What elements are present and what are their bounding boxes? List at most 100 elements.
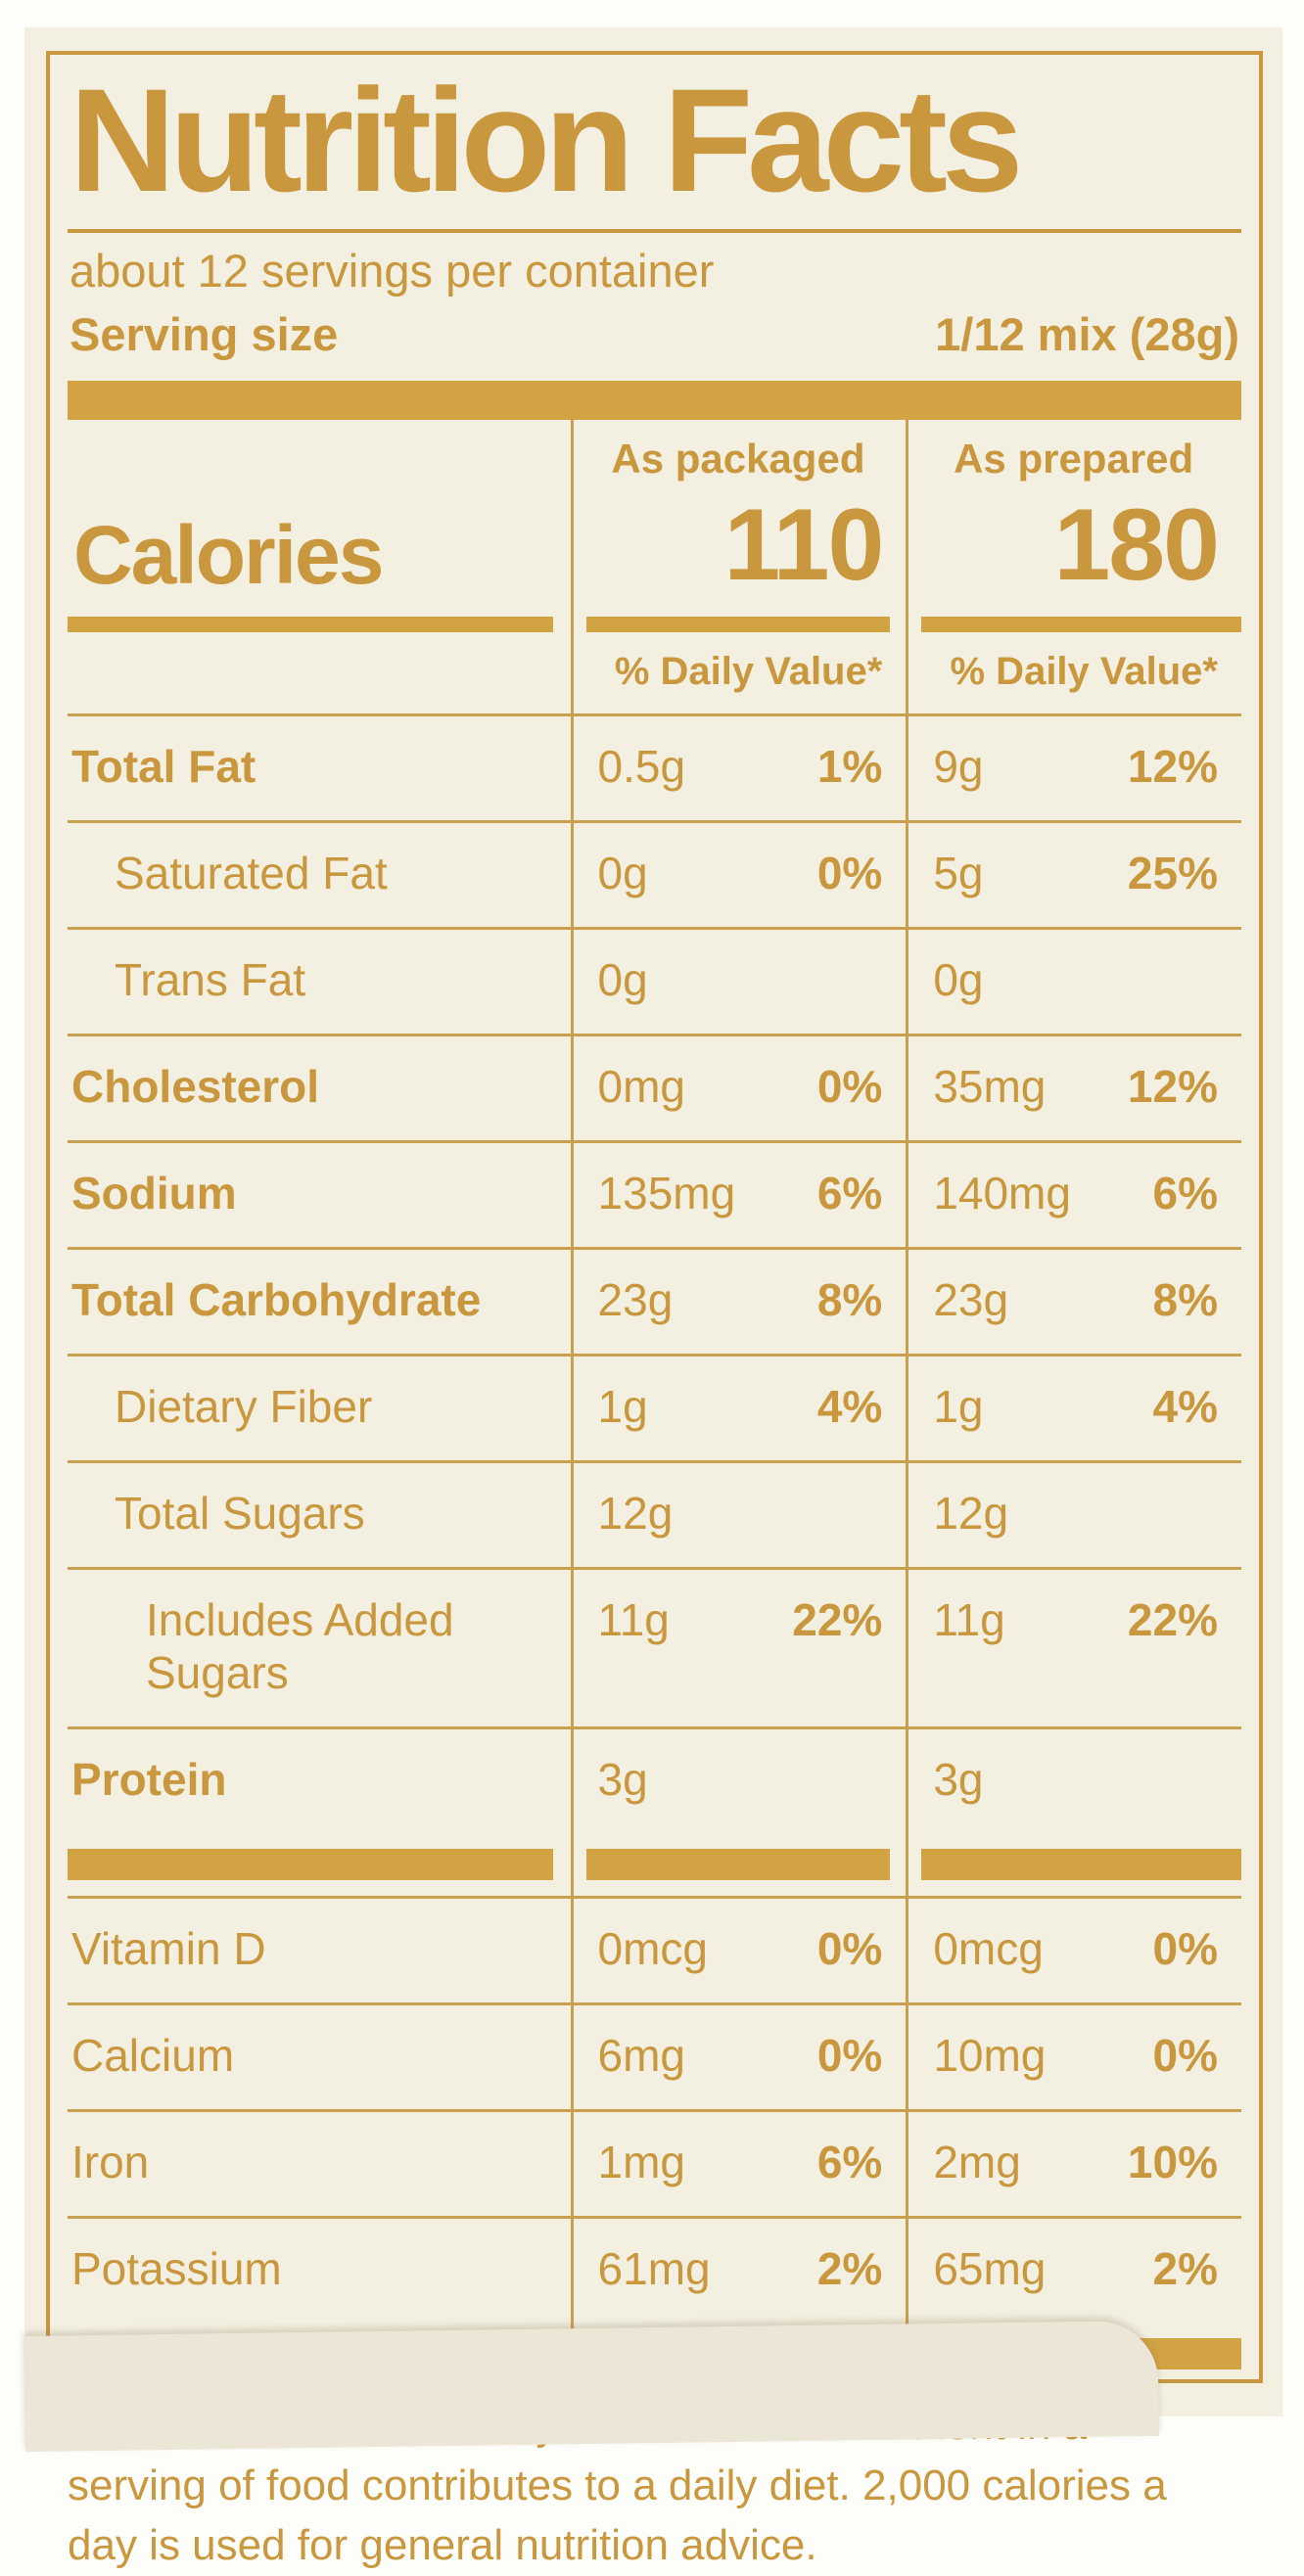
prepared-values: 10mg 0%	[906, 2005, 1241, 2109]
prepared-dv: 10%	[1127, 2137, 1218, 2188]
serving-size-label: Serving size	[70, 308, 339, 361]
nutrient-name: Total Sugars	[115, 1488, 365, 1540]
label-frame: Nutrition Facts about 12 servings per co…	[46, 51, 1263, 2569]
packaged-values: 1mg 6%	[571, 2112, 907, 2216]
label-title: Nutrition Facts	[70, 58, 1023, 222]
prepared-amount: 23g	[933, 1274, 1009, 1326]
packaged-values: 0g 0%	[571, 823, 907, 927]
servings-per-container: about 12 servings per container	[70, 245, 715, 297]
packaged-amount: 0mg	[597, 1061, 686, 1113]
mid-bar-packaged	[571, 1849, 907, 1881]
nutrient-row-total-fat: Total Fat 0.5g 1% 9g 12%	[68, 713, 1241, 820]
vitamin-rows: Vitamin D 0mcg 0% 0mcg 0% Calcium 6mg 0%…	[68, 1896, 1241, 2323]
nutrient-name: Saturated Fat	[115, 848, 388, 899]
packaged-amount: 0g	[597, 848, 648, 899]
prepared-values: 23g 8%	[906, 1250, 1241, 1354]
nutrient-row-sodium: Sodium 135mg 6% 140mg 6%	[68, 1140, 1241, 1247]
nutrient-name: Total Fat	[71, 741, 256, 793]
prepared-dv: 2%	[1152, 2243, 1218, 2295]
prepared-amount: 3g	[933, 1754, 984, 1806]
packaged-dv: 8%	[816, 1274, 883, 1326]
prepared-amount: 0g	[933, 954, 984, 1006]
title-divider	[68, 229, 1241, 233]
prepared-values: 11g 22%	[906, 1570, 1241, 1726]
packaged-values: 1g 4%	[571, 1357, 907, 1460]
mid-section-bars	[68, 1849, 1241, 1881]
packaged-dv: 1%	[816, 741, 883, 793]
packaged-amount: 6mg	[597, 2030, 686, 2082]
prepared-amount: 0mcg	[933, 1923, 1044, 1975]
nutrient-name: Calcium	[71, 2030, 235, 2082]
nutrient-row-trans-fat: Trans Fat 0g 0g	[68, 927, 1241, 1034]
top-section-bar	[68, 381, 1241, 421]
packaged-values: 135mg 6%	[571, 1143, 907, 1247]
prepared-amount: 35mg	[933, 1061, 1047, 1113]
packaged-values: 23g 8%	[571, 1250, 907, 1354]
prepared-values: 3g	[906, 1729, 1241, 1833]
serving-size-row: Serving size 1/12 mix (28g)	[70, 307, 1239, 361]
packaged-amount: 11g	[597, 1594, 670, 1646]
packaged-dv: 22%	[792, 1594, 883, 1646]
packaged-amount: 135mg	[597, 1168, 736, 1219]
as-packaged-header: As packaged	[611, 436, 865, 483]
packaged-amount: 0.5g	[597, 741, 686, 793]
prepared-dv: 8%	[1152, 1274, 1218, 1326]
packaged-values: 0mcg 0%	[571, 1899, 907, 2002]
prepared-values: 9g 12%	[906, 716, 1241, 820]
nutrient-row-protein: Protein 3g 3g	[68, 1726, 1241, 1833]
prepared-amount: 65mg	[933, 2243, 1047, 2295]
label-page-curl	[23, 2320, 1159, 2452]
nutrient-rows: Total Fat 0.5g 1% 9g 12% Saturated Fat 0…	[68, 713, 1241, 1833]
packaged-amount: 23g	[597, 1274, 674, 1326]
packaged-amount: 3g	[597, 1754, 648, 1806]
nutrient-name: Potassium	[71, 2243, 282, 2295]
calories-packaged-value: 110	[723, 488, 885, 603]
nutrient-name: Sodium	[71, 1168, 237, 1219]
nutrient-name: Iron	[71, 2137, 150, 2188]
prepared-values: 35mg 12%	[906, 1036, 1241, 1140]
packaged-values: 0.5g 1%	[571, 716, 907, 820]
packaged-values: 3g	[571, 1729, 907, 1833]
prepared-values: 2mg 10%	[906, 2112, 1241, 2216]
prepared-amount: 1g	[933, 1381, 984, 1433]
prepared-values: 65mg 2%	[906, 2219, 1241, 2323]
nutrition-label: Nutrition Facts about 12 servings per co…	[24, 27, 1282, 2569]
prepared-dv: 12%	[1127, 1061, 1218, 1113]
packaged-values: 6mg 0%	[571, 2005, 907, 2109]
calories-underbar-left	[68, 607, 571, 633]
serving-size-value: 1/12 mix (28g)	[935, 308, 1239, 361]
mid-bar-left	[68, 1849, 571, 1881]
calories-underbar-packaged	[571, 607, 907, 633]
nutrient-name: Total Carbohydrate	[71, 1274, 482, 1326]
column-divider-1	[570, 420, 574, 2370]
prepared-amount: 5g	[933, 848, 984, 899]
mid-bar-prepared	[906, 1849, 1241, 1881]
nutrient-name: Dietary Fiber	[115, 1381, 373, 1433]
packaged-dv: 6%	[816, 1168, 883, 1219]
nutrient-row-total-sugars: Total Sugars 12g 12g	[68, 1460, 1241, 1567]
packaged-dv: 0%	[816, 1923, 883, 1975]
packaged-values: 61mg 2%	[571, 2219, 907, 2323]
prepared-values: 12g	[906, 1463, 1241, 1567]
column-divider-2	[906, 420, 909, 2370]
dv-header-packaged: % Daily Value*	[614, 650, 883, 694]
packaged-dv: 6%	[816, 2137, 883, 2188]
packaged-amount: 1g	[597, 1381, 648, 1433]
packaged-dv: 0%	[816, 848, 883, 899]
nutrient-name: Trans Fat	[115, 954, 306, 1006]
dv-header-prepared: % Daily Value*	[950, 650, 1218, 694]
packaged-amount: 1mg	[597, 2137, 686, 2188]
packaged-dv: 0%	[816, 1061, 883, 1113]
nutrient-name: Includes Added Sugars	[146, 1594, 454, 1699]
prepared-dv: 0%	[1152, 2030, 1218, 2082]
prepared-amount: 140mg	[933, 1168, 1071, 1219]
nutrient-row-iron: Iron 1mg 6% 2mg 10%	[68, 2109, 1241, 2216]
prepared-dv: 12%	[1127, 741, 1218, 793]
prepared-amount: 9g	[933, 741, 984, 793]
packaged-dv: 2%	[816, 2243, 883, 2295]
prepared-dv: 25%	[1127, 848, 1218, 899]
calories-underbar-prepared	[906, 607, 1241, 633]
nutrient-name: Protein	[71, 1754, 227, 1806]
packaged-amount: 0g	[597, 954, 648, 1006]
packaged-values: 12g	[571, 1463, 907, 1567]
